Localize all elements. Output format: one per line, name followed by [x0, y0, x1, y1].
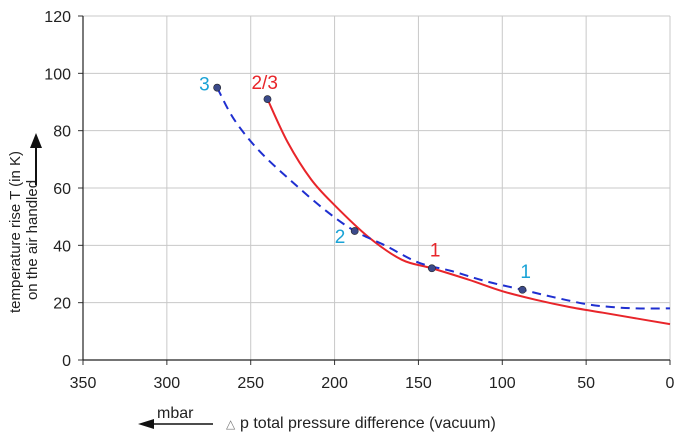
x-tick-label: 100	[489, 375, 516, 392]
data-point-label: 2/3	[251, 73, 277, 94]
x-tick-label: 150	[405, 375, 432, 392]
y-tick-label: 120	[44, 9, 71, 26]
data-point-marker	[350, 227, 359, 235]
y-tick-label: 100	[44, 66, 71, 83]
y-tick-labels: 0 20 40 60 80 100 120	[44, 9, 71, 370]
x-axis-unit: mbar	[157, 405, 194, 422]
x-axis-unit-arrow-icon	[138, 419, 213, 429]
series-red-line	[266, 98, 671, 326]
y-axis-title-line-2: on the air handled	[24, 180, 41, 300]
x-axis-title: p total pressure difference (vacuum)	[240, 415, 496, 432]
y-tick-label: 80	[53, 124, 71, 141]
data-point-marker	[213, 83, 222, 92]
data-point-marker	[427, 264, 436, 273]
series-lines	[216, 87, 671, 326]
data-point-label: 1	[430, 240, 441, 261]
delta-symbol: △	[226, 417, 236, 431]
y-axis-title: temperature rise T (in K) on the air han…	[7, 151, 41, 313]
grid	[82, 15, 671, 361]
data-point-marker	[263, 95, 272, 104]
x-tick-labels: 350 300 250 200 150 100 50 0	[70, 375, 675, 392]
data-points: 2/3 1 3 2 1	[199, 73, 531, 294]
data-point-label: 3	[199, 75, 210, 96]
y-tick-label: 60	[53, 181, 71, 198]
y-axis-arrow-icon	[30, 133, 42, 185]
series-blue-dashed-line	[216, 87, 671, 310]
axes	[78, 15, 671, 365]
data-point-marker	[518, 285, 527, 294]
x-tick-label: 350	[70, 375, 97, 392]
y-tick-label: 20	[53, 296, 71, 313]
y-tick-label: 40	[53, 238, 71, 255]
x-tick-label: 300	[154, 375, 181, 392]
x-tick-label: 200	[321, 375, 348, 392]
y-axis-title-line-1: temperature rise T (in K)	[7, 151, 24, 313]
data-point-label: 2	[335, 227, 346, 248]
y-tick-label: 0	[62, 353, 71, 370]
x-tick-label: 0	[666, 375, 675, 392]
data-point-label: 1	[520, 262, 531, 283]
x-tick-label: 50	[577, 375, 595, 392]
x-tick-label: 250	[237, 375, 264, 392]
